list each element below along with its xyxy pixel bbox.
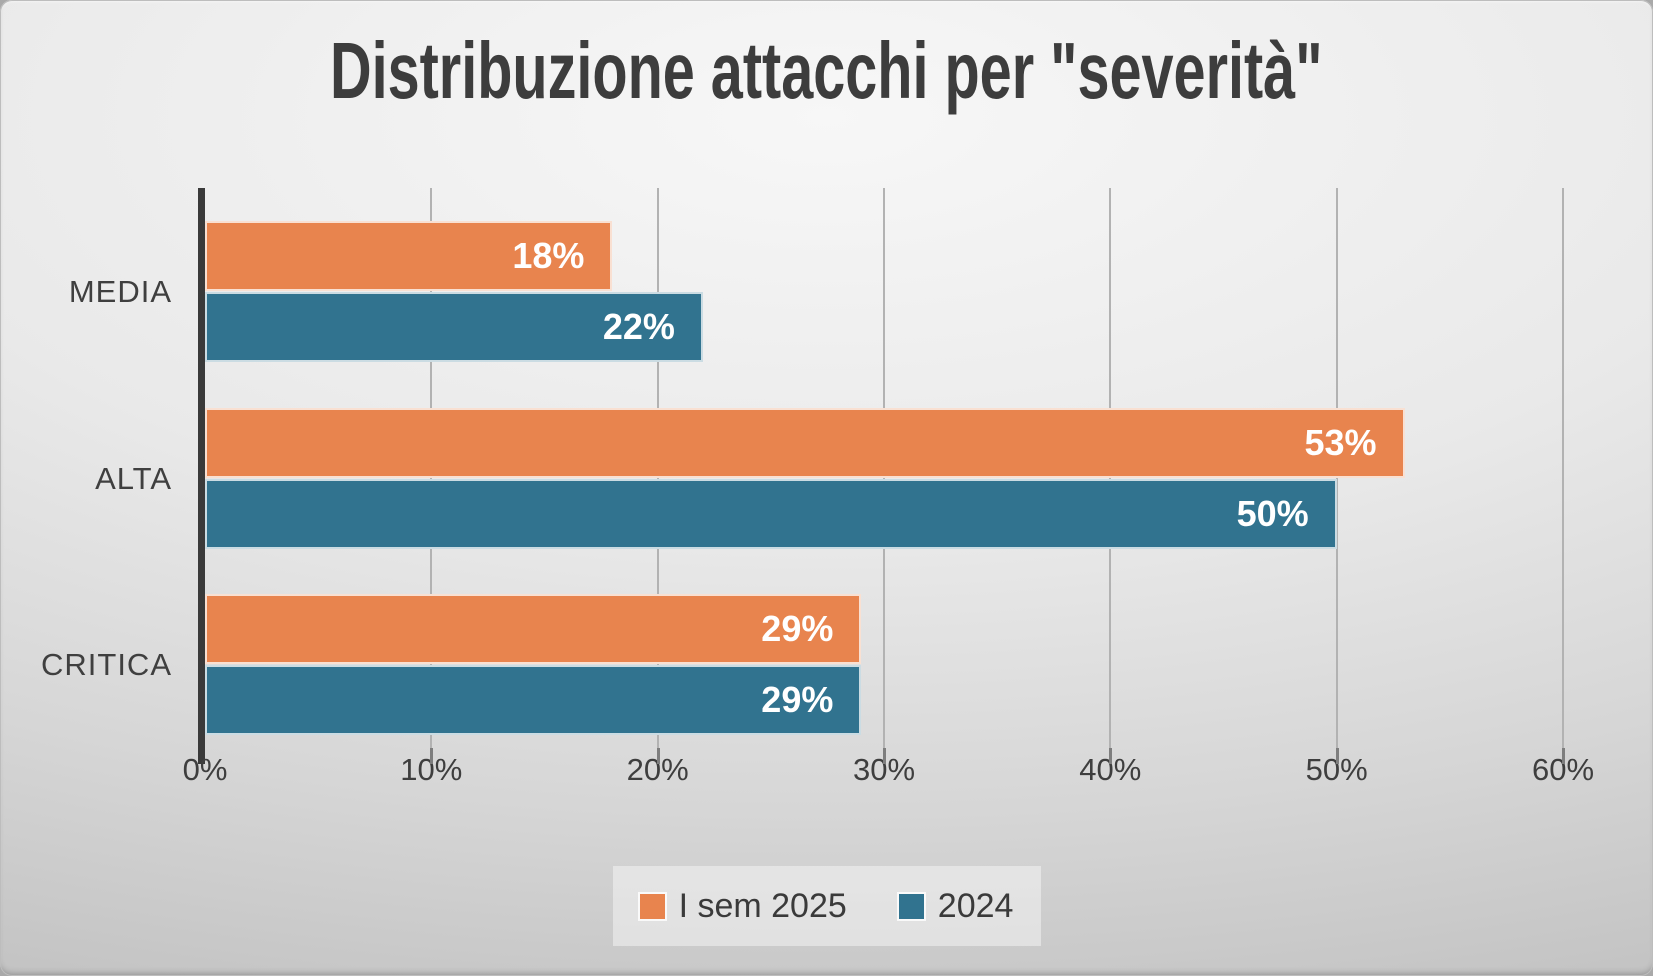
chart-title: Distribuzione attacchi per "severità" <box>330 26 1323 115</box>
bar-i-sem-2025-media: 18% <box>205 221 613 291</box>
tick-60% <box>1562 748 1565 764</box>
y-axis-line <box>198 188 205 764</box>
category-label-alta: ALTA <box>95 460 172 496</box>
bar-2024-alta: 50% <box>205 478 1337 549</box>
legend-item-2024: 2024 <box>898 886 1014 926</box>
category-label-media: MEDIA <box>68 274 172 309</box>
bar-2024-media: 22% <box>205 292 703 362</box>
bar-value-label: 18% <box>512 235 585 276</box>
legend-swatch-orange <box>639 893 665 919</box>
bar-value-label: 50% <box>1236 492 1309 534</box>
bar-value-label: 29% <box>761 608 834 650</box>
bar-i-sem-2025-critica: 29% <box>205 594 862 665</box>
legend-label-i-sem-2025: I sem 2025 <box>678 886 847 925</box>
category-label-critica: CRITICA <box>41 647 172 683</box>
plot-area: 18% 22% 53% 50% 29% 29% <box>205 188 1564 748</box>
tick-10% <box>430 748 434 764</box>
legend-label-2024: 2024 <box>937 886 1014 925</box>
bar-2024-critica: 29% <box>205 665 862 736</box>
tick-20% <box>656 748 660 764</box>
tick-30% <box>883 748 886 764</box>
x-axis-label-0%: 0% <box>182 752 228 787</box>
gridline-60% <box>1562 188 1564 748</box>
tick-50% <box>1335 748 1339 764</box>
bar-value-label: 53% <box>1304 421 1377 463</box>
bar-i-sem-2025-alta: 53% <box>205 407 1405 478</box>
chart-title-wrap: Distribuzione attacchi per "severità" <box>0 26 1653 116</box>
tick-40% <box>1109 748 1113 764</box>
bar-value-label: 29% <box>761 679 834 721</box>
legend-swatch-teal <box>898 893 924 919</box>
legend-item-i-sem-2025: I sem 2025 <box>639 886 847 926</box>
legend: I sem 2025 2024 <box>612 866 1041 946</box>
bar-value-label: 22% <box>602 306 675 347</box>
